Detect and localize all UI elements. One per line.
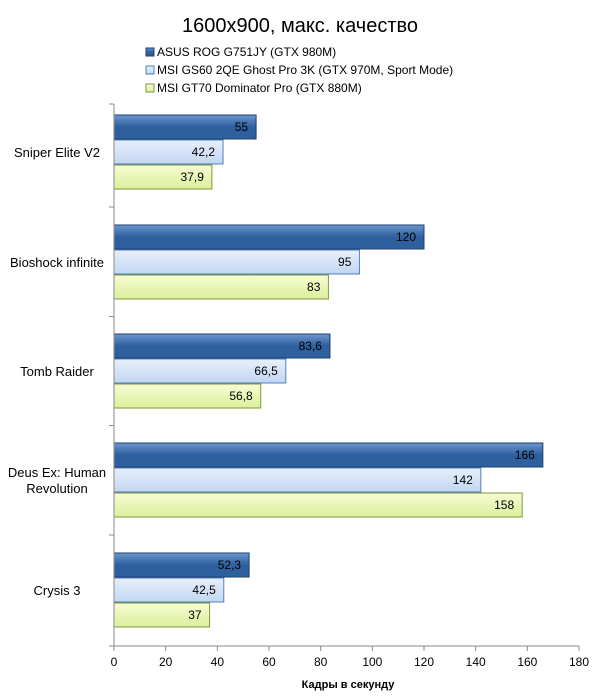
x-tick-label-3: 40 — [211, 655, 225, 669]
category-label-1: Sniper Elite V2 — [14, 145, 100, 160]
bar-2-1 — [113, 139, 224, 165]
value-label-3-2: 83 — [307, 280, 321, 294]
value-label-1-2: 120 — [396, 230, 416, 244]
bar-3-4 — [113, 492, 523, 518]
x-tick-label-10: 180 — [569, 655, 589, 669]
bar-2-2 — [113, 249, 360, 275]
bar-2-5 — [113, 577, 225, 603]
bar-3-2 — [113, 274, 329, 300]
x-tick-label-1: 0 — [111, 655, 118, 669]
value-label-2-5: 42,5 — [192, 583, 216, 597]
bar-2-4 — [113, 467, 482, 493]
value-label-2-2: 95 — [338, 255, 352, 269]
x-tick-label-9: 160 — [517, 655, 537, 669]
bar-1-4 — [113, 442, 544, 468]
category-label-5: Crysis 3 — [34, 583, 81, 598]
value-label-1-1: 55 — [235, 120, 249, 134]
value-label-2-1: 42,2 — [192, 145, 216, 159]
x-tick-label-8: 140 — [466, 655, 486, 669]
category-label-2: Bioshock infinite — [10, 255, 104, 270]
legend-swatch-2 — [145, 65, 155, 75]
x-axis-title: Кадры в секунду — [302, 679, 396, 691]
bar-3-3 — [113, 383, 262, 409]
axes-group: 0 20 40 60 80 100 120 140 160 180 — [109, 103, 589, 669]
x-tick-label-2: 20 — [159, 655, 173, 669]
legend-label-2: MSI GS60 2QE Ghost Pro 3K (GTX 970M, Spo… — [157, 63, 453, 77]
legend-label-3: MSI GT70 Dominator Pro (GTX 880M) — [157, 81, 362, 95]
x-tick-label-6: 100 — [362, 655, 382, 669]
x-tick-label-5: 80 — [314, 655, 328, 669]
value-label-1-4: 166 — [515, 448, 535, 462]
legend-swatch-1 — [145, 47, 155, 57]
legend-swatch-3 — [145, 83, 155, 93]
value-label-2-3: 66,5 — [254, 364, 278, 378]
value-label-3-1: 37,9 — [181, 170, 205, 184]
value-label-1-3: 83,6 — [299, 339, 323, 353]
category-label-3: Tomb Raider — [20, 364, 94, 379]
value-label-3-4: 158 — [494, 498, 514, 512]
bars-group: 55 42,2 37,9 Sniper Elite V2 120 95 83 Bioshock… — [8, 114, 544, 628]
value-label-1-5: 52,3 — [218, 558, 242, 572]
bar-3-1 — [113, 164, 213, 190]
value-label-2-4: 142 — [453, 473, 473, 487]
bar-2-3 — [113, 358, 287, 384]
x-tick-label-4: 60 — [262, 655, 276, 669]
value-label-3-3: 56,8 — [229, 389, 253, 403]
legend-label-1: ASUS ROG G751JY (GTX 980M) — [157, 45, 336, 59]
value-label-3-5: 37 — [188, 608, 202, 622]
bar-1-3 — [113, 333, 331, 359]
chart-title: 1600x900, макс. качество — [182, 15, 418, 37]
bar-1-2 — [113, 224, 425, 250]
x-tick-label-7: 120 — [414, 655, 434, 669]
category-label-4: Deus Ex: Human Revolution — [8, 465, 106, 496]
legend: ASUS ROG G751JY (GTX 980M) MSI GS60 2QE G… — [145, 45, 453, 95]
